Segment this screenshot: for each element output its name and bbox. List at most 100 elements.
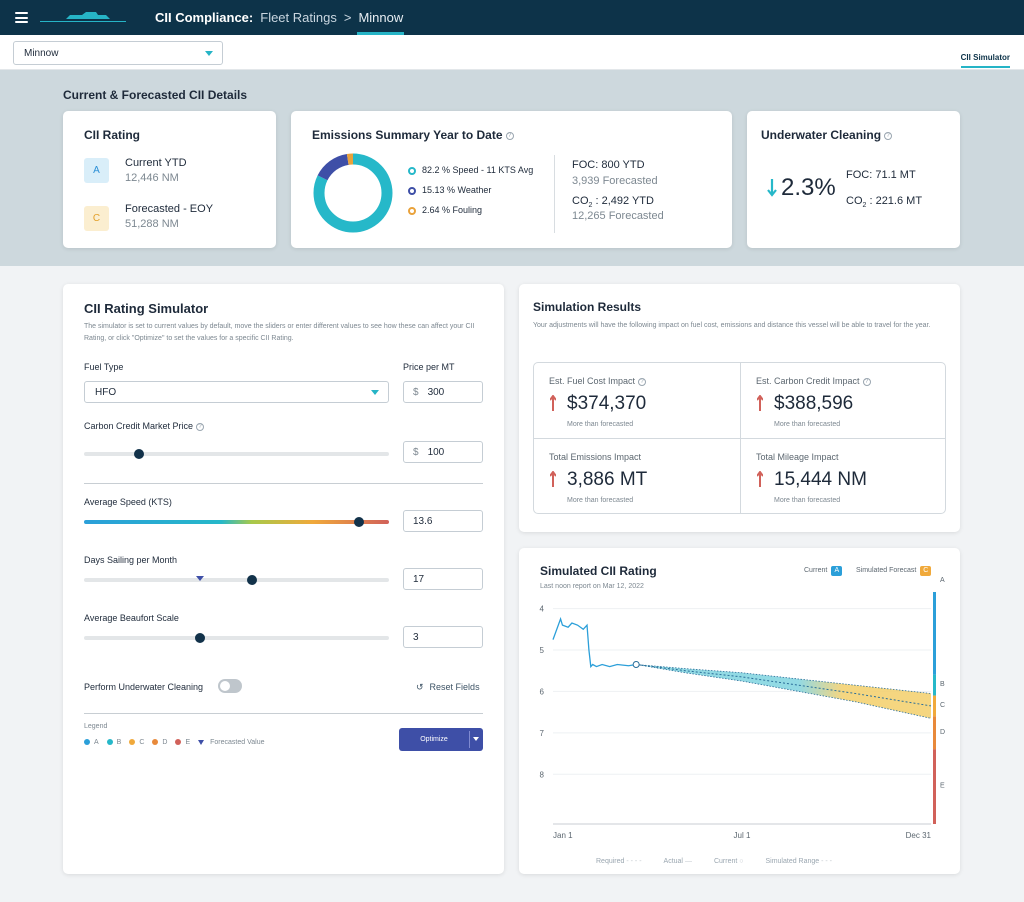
y-tick-label: 6 [540,687,545,696]
arrow-up-icon [757,395,763,411]
arrow-down-icon [767,179,777,197]
metric-value: $374,370 [567,393,647,414]
simulator-title: CII Rating Simulator [84,301,209,316]
underwater-foc: FOC: 71.1 MT [846,169,916,181]
x-tick-label: Jul 1 [734,831,751,840]
current-rating-badge: A [84,158,109,183]
fuel-type-select[interactable]: HFO [84,381,389,403]
optimize-button[interactable]: Optimize [399,728,483,751]
range-low-line [636,664,932,694]
days-slider[interactable] [84,575,389,585]
fuel-type-label: Fuel Type [84,362,124,372]
cii-rating-title: CII Rating [84,128,140,142]
current-rating-value: 12,446 NM [125,172,179,184]
rating-band-b [933,674,936,696]
rating-band-c [933,695,936,717]
legend-dot-icon [408,166,416,175]
cii-line-chart: 4 5 6 7 8 Jan 1 Jul 1 Dec 31 A B C D E [540,577,946,840]
legend-item-c: C [129,739,144,746]
metric-value: 3,886 MT [567,469,648,490]
help-icon[interactable]: ? [196,422,205,431]
beaufort-input[interactable]: 3 [403,626,483,648]
arrow-up-icon [757,471,763,487]
section-title: Current & Forecasted CII Details [63,88,248,102]
reset-fields-button[interactable]: ↺ Reset Fields [416,682,480,692]
metric-card: Est. Carbon Credit Impact? $388,596 More t… [741,363,947,438]
help-icon[interactable]: ? [884,131,893,140]
y-tick-label: 8 [540,770,545,779]
legend-item-a: A [84,739,99,746]
sub-bar: Minnow CII Simulator [0,35,1024,70]
chevron-down-icon [371,390,379,395]
metric-title: Total Mileage Impact [756,452,839,462]
grid-divider [534,438,945,439]
forecast-rating-value: 51,288 NM [125,218,179,230]
help-icon[interactable]: ? [638,377,647,386]
emissions-legend-item: 82.2 % Speed - 11 KTS Avg [408,165,533,175]
carbon-price-slider-handle[interactable] [133,449,144,459]
days-slider-handle[interactable] [246,575,257,585]
underwater-card: Underwater Cleaning? 2.3% FOC: 71.1 MT C… [747,111,960,248]
rating-band-e [933,749,936,824]
results-title: Simulation Results [533,300,642,314]
chart-legend-simulated: Simulated Forecast C [856,566,932,576]
price-input[interactable]: $300 [403,381,483,403]
arrow-up-icon [550,471,556,487]
metric-value: 15,444 NM [774,469,867,490]
rating-band-label: A [940,577,945,584]
emissions-divider [554,155,555,233]
underwater-co2: CO2 : 221.6 MT [846,195,923,210]
beaufort-label: Average Beaufort Scale [84,613,179,623]
divider [84,713,483,714]
company-logo [40,12,126,22]
results-card: Simulation Results Your adjustments will… [519,284,960,532]
vessel-select[interactable]: Minnow [13,41,223,65]
rating-legend: A B C D E Forecasted Value [84,739,265,746]
speed-slider-handle[interactable] [353,517,364,527]
metric-card: Total Emissions Impact 3,886 MT More than … [534,439,740,514]
breadcrumb-separator: > [343,10,352,25]
help-icon[interactable]: ? [505,131,514,140]
metric-subtext: More than forecasted [774,421,841,428]
breadcrumb-section[interactable]: Fleet Ratings [260,10,337,25]
chart-subtitle: Last noon report on Mar 12, 2022 [540,583,644,590]
chevron-down-icon [205,51,213,56]
legend-dot-icon [408,206,416,215]
actual-line [552,616,637,669]
forecast-marker-icon [195,576,204,581]
cii-rating-card: CII Rating A Current YTD 12,446 NM C For… [63,111,276,248]
results-description: Your adjustments will have the following… [533,322,931,329]
carbon-price-input[interactable]: $100 [403,441,483,463]
breadcrumb-vessel[interactable]: Minnow [357,10,405,35]
metric-value: $388,596 [774,393,854,414]
cleaning-toggle[interactable] [218,679,242,693]
chart-legend-current: Current A [804,566,843,576]
x-tick-label: Dec 31 [906,831,932,840]
metrics-grid: Est. Fuel Cost Impact? $374,370 More than … [533,362,946,514]
help-icon[interactable]: ? [862,377,871,386]
carbon-price-slider[interactable] [84,449,389,459]
days-input[interactable]: 17 [403,568,483,590]
vessel-select-value: Minnow [24,48,59,59]
fuel-type-value: HFO [95,387,117,398]
optimize-split-divider [469,731,470,748]
speed-slider[interactable] [84,517,389,527]
divider [84,483,483,484]
chart-card: Simulated CII Rating Last noon report on… [519,548,960,874]
tab-cii-simulator[interactable]: CII Simulator [960,53,1010,68]
metric-subtext: More than forecasted [774,497,841,504]
speed-input[interactable]: 13.6 [403,510,483,532]
rating-band-label: C [940,702,945,709]
beaufort-slider-handle[interactable] [194,633,205,643]
days-label: Days Sailing per Month [84,555,178,565]
cleaning-label: Perform Underwater Cleaning [84,682,204,692]
chart-bottom-legend: Required - - - - Actual — Current ○ Simulat… [596,858,832,865]
donut-slice-2 [313,153,393,233]
menu-icon[interactable] [15,12,28,23]
chevron-down-icon[interactable] [473,737,479,741]
co2-forecast: 12,265 Forecasted [572,210,664,222]
beaufort-slider[interactable] [84,633,389,643]
currency-symbol: $ [413,447,419,458]
chart-title: Simulated CII Rating [540,564,657,578]
emissions-title: Emissions Summary Year to Date? [312,128,514,142]
